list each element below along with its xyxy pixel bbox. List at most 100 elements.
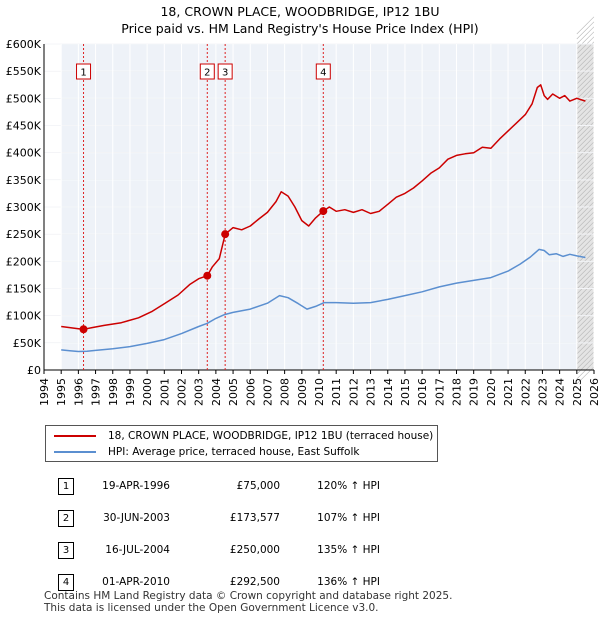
series-line: [61, 84, 586, 331]
sale-date: 30-JUN-2003: [103, 512, 170, 524]
x-tick-label: 2002: [176, 378, 189, 406]
forecast-hatch: [576, 216, 595, 235]
sale-date: 19-APR-1996: [102, 480, 170, 492]
footer-copyright: Contains HM Land Registry data © Crown c…: [44, 590, 453, 602]
forecast-hatch: [576, 121, 595, 140]
forecast-hatch: [576, 351, 595, 370]
legend-item-property: 18, CROWN PLACE, WOODBRIDGE, IP12 1BU (t…: [54, 429, 433, 443]
y-tick-label: £100K: [6, 310, 42, 323]
x-tick-label: 2008: [279, 378, 292, 406]
sale-hpi-change: 120% ↑ HPI: [317, 480, 380, 492]
y-tick-label: £250K: [6, 228, 42, 241]
x-tick-label: 2018: [451, 378, 464, 406]
chart-subtitle: Price paid vs. HM Land Registry's House …: [121, 21, 479, 36]
forecast-hatch: [576, 286, 595, 305]
forecast-hatch: [576, 21, 595, 40]
sale-number-badge: 4: [58, 573, 74, 591]
forecast-hatch: [576, 226, 595, 245]
x-tick-label: 2012: [347, 378, 360, 406]
x-tick-label: 1999: [124, 378, 137, 406]
y-tick-label: £450K: [6, 120, 42, 133]
forecast-hatch: [576, 326, 595, 345]
y-tick-label: £0: [27, 364, 41, 377]
forecast-hatch: [576, 151, 595, 170]
series-line: [61, 248, 586, 353]
forecast-hatch: [576, 86, 595, 105]
forecast-hatch: [576, 26, 595, 45]
sale-number-badge: 3: [58, 541, 74, 559]
sale-number-label: 1: [80, 68, 86, 79]
x-tick-label: 2016: [416, 378, 429, 406]
forecast-hatch: [576, 266, 595, 285]
x-tick-label: 2009: [296, 378, 309, 406]
x-tick-label: 2000: [141, 378, 154, 406]
forecast-hatch: [576, 211, 595, 230]
price-chart: £0 £50K £100K £150K £200K £250K £300K £350K £400…: [6, 16, 600, 406]
forecast-hatch: [576, 81, 595, 100]
forecast-hatch: [576, 96, 595, 115]
forecast-hatch: [576, 206, 595, 225]
x-tick-label: 1994: [38, 378, 51, 406]
forecast-hatch: [576, 181, 595, 200]
forecast-hatch: [576, 161, 595, 180]
forecast-hatch: [576, 321, 595, 340]
forecast-hatch: [576, 36, 595, 55]
x-tick-label: 2015: [399, 378, 412, 406]
forecast-clip: [594, 24, 600, 390]
forecast-hatch: [576, 46, 595, 65]
footer-licence: This data is licensed under the Open Gov…: [44, 602, 379, 614]
forecast-hatch: [576, 201, 595, 220]
forecast-hatch: [576, 281, 595, 300]
sale-point: [319, 207, 328, 216]
forecast-hatch: [576, 231, 595, 250]
y-tick-label: £150K: [6, 283, 42, 296]
forecast-hatch: [576, 356, 595, 375]
x-tick-label: 2006: [244, 378, 257, 406]
x-tick-label: 1998: [107, 378, 120, 406]
forecast-hatch: [576, 261, 595, 280]
legend-swatch-red: [54, 435, 96, 437]
forecast-hatch: [576, 341, 595, 360]
forecast-hatch: [576, 131, 595, 150]
forecast-hatch: [576, 16, 595, 35]
forecast-hatch: [576, 196, 595, 215]
sale-number-box: [199, 63, 215, 80]
y-tick-label: £300K: [6, 201, 42, 214]
legend-label-hpi: HPI: Average price, terraced house, East…: [108, 446, 360, 458]
sale-point: [79, 325, 88, 334]
table-row: 1 19-APR-1996 £75,000 120% ↑ HPI: [42, 470, 380, 502]
legend: 18, CROWN PLACE, WOODBRIDGE, IP12 1BU (t…: [45, 425, 438, 462]
x-tick-label: 2010: [313, 378, 326, 406]
forecast-hatch: [576, 191, 595, 210]
forecast-hatch: [576, 256, 595, 275]
sale-price: £292,500: [229, 576, 280, 588]
x-tick-label: 2023: [536, 378, 549, 406]
x-tick-label: 2013: [365, 378, 378, 406]
forecast-hatch: [576, 171, 595, 190]
sale-number-badge: 1: [58, 477, 74, 495]
y-tick-label: £200K: [6, 255, 42, 268]
x-tick-label: 2004: [210, 378, 223, 406]
sale-number-label: 2: [204, 68, 210, 79]
forecast-hatch: [576, 331, 595, 350]
chart-title: 18, CROWN PLACE, WOODBRIDGE, IP12 1BU: [160, 4, 440, 19]
x-tick-label: 2011: [330, 378, 343, 406]
table-row: 2 30-JUN-2003 £173,577 107% ↑ HPI: [42, 502, 380, 534]
forecast-hatch: [576, 111, 595, 130]
forecast-hatch: [576, 296, 595, 315]
sale-number-label: 3: [222, 68, 228, 79]
x-tick-label: 2019: [468, 378, 481, 406]
forecast-hatch: [576, 251, 595, 270]
y-tick-label: £50K: [13, 337, 42, 350]
x-tick-label: 2020: [485, 378, 498, 406]
forecast-hatch: [576, 136, 595, 155]
forecast-hatch: [576, 101, 595, 120]
sale-hpi-change: 135% ↑ HPI: [317, 544, 380, 556]
forecast-hatch: [576, 146, 595, 165]
sales-table: 1 19-APR-1996 £75,000 120% ↑ HPI 2 30-JU…: [42, 470, 380, 598]
sale-hpi-change: 136% ↑ HPI: [317, 576, 380, 588]
forecast-hatch: [576, 276, 595, 295]
table-row: 3 16-JUL-2004 £250,000 135% ↑ HPI: [42, 534, 380, 566]
sale-number-label: 4: [320, 68, 326, 79]
sale-point: [203, 271, 212, 280]
